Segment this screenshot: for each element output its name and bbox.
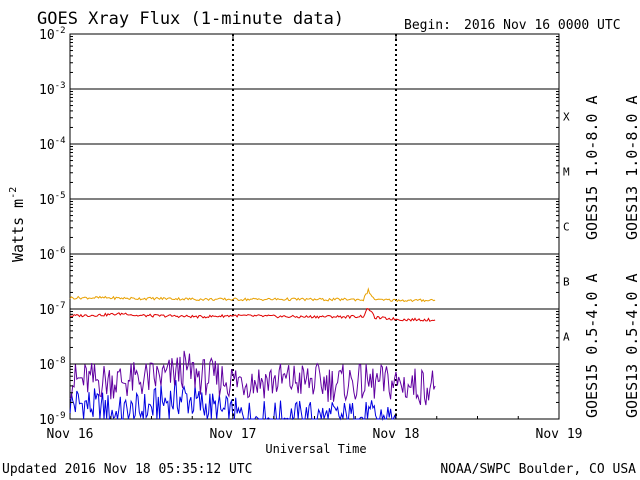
legend-entry-4: GOES13 0.5-4.0 A: [623, 274, 640, 419]
updated-timestamp: Updated 2016 Nov 18 05:35:12 UTC: [2, 462, 252, 477]
y-axis-ticks: 10-9 10-8 10-7 10-6 10-5 10-4 10-3 10-2: [39, 26, 559, 428]
flux-series: [69, 287, 436, 421]
y-axis-label: Watts m-2: [8, 187, 27, 262]
flare-class-labels: A B C M X: [563, 111, 570, 344]
y-tick-label: 10-6: [39, 246, 66, 263]
x-tick-label: Nov 18: [373, 427, 420, 442]
x-tick-label: Nov 17: [210, 427, 257, 442]
plot-area: [69, 33, 560, 420]
flare-class-b: B: [563, 276, 570, 289]
x-tick-label: Nov 16: [47, 427, 94, 442]
x-axis-label: Universal Time: [265, 442, 366, 456]
y-tick-label: 10-2: [39, 26, 66, 43]
series-goes13-1-0-8-0-a: [69, 287, 436, 303]
legend: GOES15 1.0-8.0 A GOES13 1.0-8.0 A GOES15 0…: [583, 96, 640, 419]
flare-class-a: A: [563, 331, 570, 344]
legend-entry-2: GOES13 1.0-8.0 A: [623, 96, 640, 241]
begin-value: 2016 Nov 16 0000 UTC: [464, 18, 621, 33]
flare-class-c: C: [563, 221, 570, 234]
y-tick-label: 10-8: [39, 356, 66, 373]
flare-class-x: X: [563, 111, 570, 124]
series-goes15-1-0-8-0-a: [69, 308, 436, 322]
y-tick-label: 10-9: [39, 411, 66, 428]
credit-text: NOAA/SWPC Boulder, CO USA: [440, 462, 636, 477]
y-tick-label: 10-7: [39, 301, 66, 318]
y-axis-label-exponent: -2: [8, 187, 19, 199]
flare-class-m: M: [563, 166, 570, 179]
chart-title: GOES Xray Flux (1-minute data): [37, 9, 344, 29]
y-tick-label: 10-5: [39, 191, 66, 208]
begin-label: Begin:: [404, 18, 451, 33]
y-tick-label: 10-4: [39, 136, 66, 153]
day-gridlines: [232, 34, 397, 419]
legend-entry-1: GOES15 1.0-8.0 A: [583, 96, 601, 241]
y-tick-label: 10-3: [39, 81, 66, 98]
series-goes13-0-5-4-0-a: [69, 350, 436, 406]
x-axis-ticks: Nov 16 Nov 17 Nov 18 Nov 19: [47, 34, 583, 442]
legend-entry-3: GOES15 0.5-4.0 A: [583, 274, 601, 419]
decade-gridlines: [70, 88, 559, 365]
x-tick-label: Nov 19: [536, 427, 583, 442]
